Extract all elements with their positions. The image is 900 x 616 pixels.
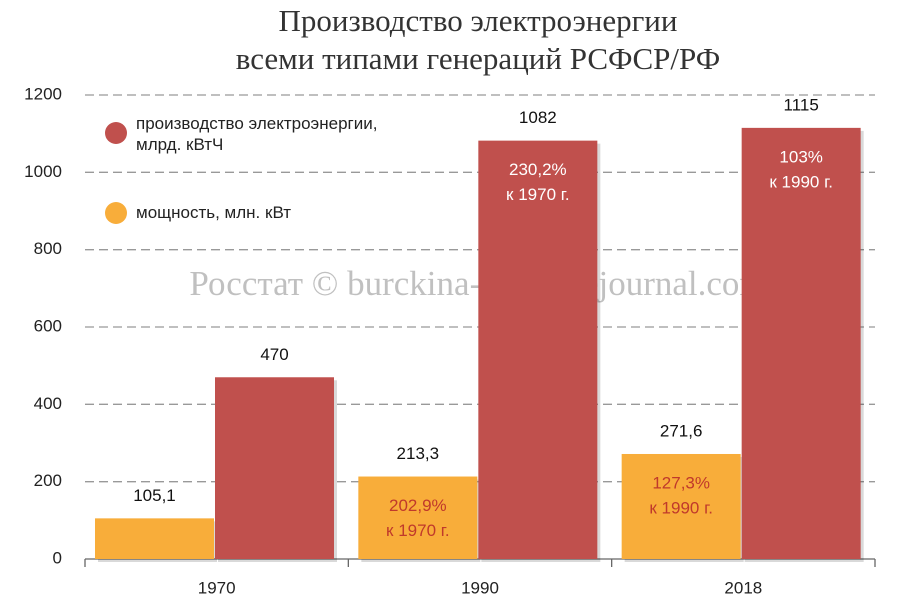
annotation: 127,3% bbox=[652, 473, 710, 492]
bar bbox=[358, 476, 478, 559]
value-label: 1082 bbox=[519, 108, 557, 127]
y-tick-label: 800 bbox=[34, 239, 62, 258]
y-tick-label: 200 bbox=[34, 471, 62, 490]
legend-label: мощность, млн. кВт bbox=[136, 203, 292, 222]
annotation: к 1970 г. bbox=[506, 185, 570, 204]
watermark: Росстат © burckina-new.livejournal.com bbox=[189, 264, 766, 303]
value-label: 470 bbox=[260, 345, 288, 364]
bar bbox=[215, 377, 334, 559]
legend-marker bbox=[105, 202, 127, 224]
legend-marker bbox=[105, 122, 127, 144]
y-tick-label: 0 bbox=[53, 548, 62, 567]
bar bbox=[95, 518, 214, 559]
y-tick-label: 1200 bbox=[24, 84, 62, 103]
y-tick-label: 400 bbox=[34, 394, 62, 413]
annotation: к 1990 г. bbox=[649, 498, 713, 517]
y-tick-label: 1000 bbox=[24, 162, 62, 181]
y-tick-label: 600 bbox=[34, 316, 62, 335]
x-tick-label: 2018 bbox=[724, 578, 762, 597]
x-tick-label: 1970 bbox=[198, 578, 236, 597]
bar bbox=[741, 127, 861, 559]
value-label: 105,1 bbox=[133, 486, 176, 505]
annotation: 103% bbox=[779, 147, 822, 166]
annotation: 202,9% bbox=[389, 496, 447, 515]
bar bbox=[621, 453, 741, 559]
annotation: к 1970 г. bbox=[386, 521, 450, 540]
value-label: 1115 bbox=[784, 95, 819, 114]
annotation: к 1990 г. bbox=[769, 172, 833, 191]
bar bbox=[478, 140, 598, 560]
chart-title: всеми типами генераций РСФСР/РФ bbox=[236, 41, 720, 76]
value-label: 271,6 bbox=[660, 421, 703, 440]
value-label: 213,3 bbox=[397, 444, 440, 463]
chart-title: Производство электроэнергии bbox=[279, 3, 678, 38]
legend-label: производство электроэнергии, млрд. кВтЧ bbox=[136, 114, 378, 154]
annotation: 230,2% bbox=[509, 160, 567, 179]
x-tick-label: 1990 bbox=[461, 578, 499, 597]
